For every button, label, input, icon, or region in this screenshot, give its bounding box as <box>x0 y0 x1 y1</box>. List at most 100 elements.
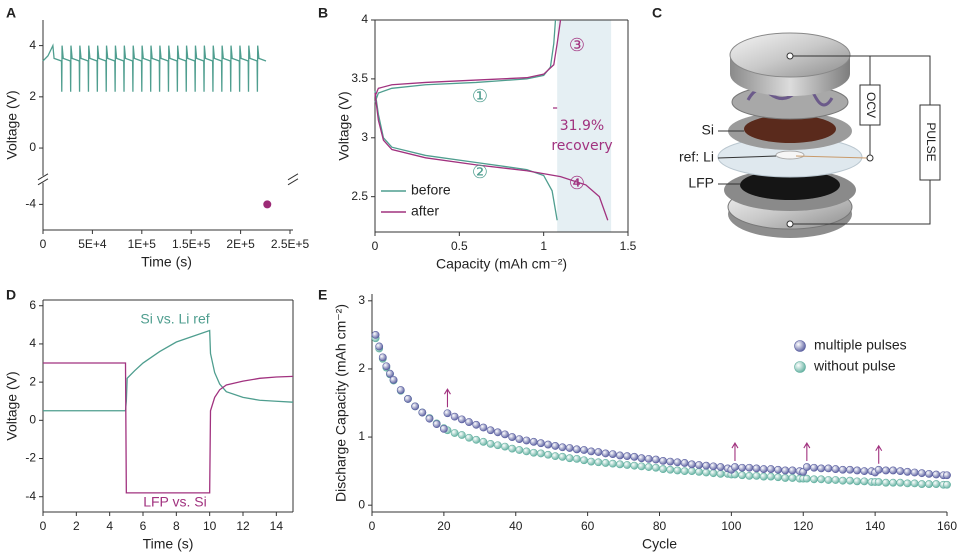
y-tick-label: -4 <box>25 489 36 503</box>
x-tick-label: 4 <box>106 519 113 533</box>
annotation: 31.9% <box>560 118 604 134</box>
data-point <box>903 467 912 476</box>
data-point <box>501 430 509 439</box>
data-point <box>580 446 588 454</box>
si-disc <box>744 115 836 143</box>
y-tick-label: 4 <box>29 38 36 52</box>
data-point <box>493 441 502 450</box>
x-tick-label: 1.5E+5 <box>172 237 211 251</box>
wire <box>790 55 931 105</box>
x-axis-title: Time (s) <box>143 536 194 552</box>
data-point <box>623 461 632 469</box>
data-point <box>587 447 596 456</box>
data-point <box>623 452 632 461</box>
y-tick-label: 2.5 <box>351 189 368 203</box>
data-point <box>630 461 639 470</box>
data-point <box>378 353 387 362</box>
data-point <box>457 431 466 439</box>
data-line <box>42 43 267 92</box>
data-point <box>853 477 862 486</box>
x-tick-label: 0.5 <box>451 239 468 253</box>
data-point <box>522 436 531 445</box>
data-point <box>896 467 905 476</box>
legend-label: without pulse <box>813 358 896 374</box>
data-point <box>767 472 775 481</box>
legend-label: multiple pulses <box>814 337 907 353</box>
x-tick-label: 120 <box>793 519 813 533</box>
data-point <box>565 444 574 452</box>
y-tick-label: 0 <box>29 412 36 426</box>
x-tick-label: 2.5E+5 <box>271 237 310 251</box>
data-point <box>781 474 790 482</box>
data-point <box>389 375 398 384</box>
data-point <box>687 460 696 469</box>
y-tick-label: 3 <box>361 130 368 144</box>
x-tick-label: 10 <box>203 519 217 533</box>
data-point <box>910 468 919 477</box>
data-point <box>666 457 675 466</box>
data-point <box>396 386 405 394</box>
data-point <box>472 420 481 429</box>
ocv-box <box>859 84 881 126</box>
data-point <box>450 429 459 437</box>
data-line <box>374 19 558 221</box>
data-point <box>508 444 517 453</box>
data-point <box>386 369 394 378</box>
annotation: ④ <box>569 173 585 194</box>
x-tick-label: 40 <box>509 519 523 533</box>
layer-label: ref: Li <box>679 149 714 165</box>
data-point <box>529 437 538 446</box>
ref-wire <box>795 155 868 159</box>
highlight-band <box>557 20 612 232</box>
data-point <box>601 459 610 467</box>
data-point <box>450 412 459 421</box>
data-point <box>767 465 775 473</box>
y-tick-label: 2 <box>358 361 365 375</box>
x-tick-label: 8 <box>173 519 180 533</box>
data-point <box>493 428 502 437</box>
data-point <box>824 476 833 484</box>
x-tick-label: 5E+4 <box>78 237 107 251</box>
data-point <box>716 469 725 478</box>
data-point <box>404 395 412 403</box>
data-point <box>788 474 797 482</box>
panel-label: C <box>652 5 662 21</box>
data-point <box>608 450 617 458</box>
data-point <box>529 448 538 457</box>
x-axis-title: Capacity (mAh cm⁻²) <box>436 256 567 272</box>
data-point <box>846 476 854 485</box>
x-tick-label: 0 <box>372 239 379 253</box>
data-point <box>501 442 509 451</box>
y-tick-label: 0 <box>29 140 36 154</box>
data-point <box>666 465 675 474</box>
data-point <box>558 452 567 461</box>
data-point <box>702 461 711 470</box>
x-tick-label: 2E+5 <box>226 237 255 251</box>
data-point <box>759 465 768 473</box>
data-point <box>774 473 782 482</box>
data-point <box>601 449 610 458</box>
data-point <box>709 469 718 478</box>
data-point <box>788 466 797 475</box>
data-point <box>680 459 689 467</box>
x-tick-label: 1 <box>540 239 547 253</box>
annotation: recovery <box>551 138 612 154</box>
data-point <box>371 330 380 339</box>
data-point <box>425 414 434 423</box>
data-point <box>687 467 696 476</box>
x-tick-label: 6 <box>140 519 147 533</box>
axis-break <box>287 173 299 186</box>
annotation: ③ <box>569 35 585 56</box>
jump-arrow <box>443 388 451 408</box>
panel-label: B <box>318 5 328 21</box>
data-point <box>537 439 545 448</box>
data-point <box>932 480 941 488</box>
x-tick-label: 100 <box>721 519 741 533</box>
data-point <box>731 463 739 471</box>
data-point <box>508 433 517 441</box>
annotation: ① <box>472 86 488 107</box>
x-tick-label: 160 <box>937 519 957 533</box>
data-point <box>917 480 926 488</box>
data-point <box>860 477 869 486</box>
